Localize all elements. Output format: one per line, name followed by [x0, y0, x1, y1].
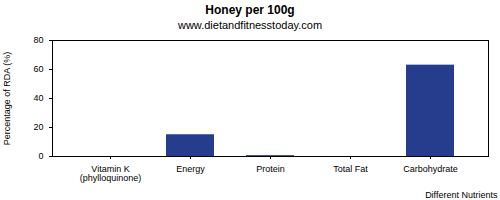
svg-text:Percentage of RDA (%): Percentage of RDA (%)	[2, 52, 12, 146]
svg-text:20: 20	[33, 122, 43, 132]
html-text:www.dietandfitnesstoday.com: www.dietandfitnesstoday.com	[178, 19, 322, 31]
svg-text:Different Nutrients: Different Nutrients	[425, 190, 498, 200]
svg-text:Vitamin K(phylloquinone): Vitamin K(phylloquinone)	[80, 164, 142, 183]
svg-text:Protein: Protein	[256, 164, 285, 174]
svg-text:80: 80	[33, 35, 43, 45]
svg-text:60: 60	[33, 64, 43, 74]
svg-text:Energy: Energy	[176, 164, 205, 174]
html-text:Honey per 100g: Honey per 100g	[205, 3, 295, 17]
svg-text:0: 0	[38, 151, 43, 161]
svg-text:Carbohydrate: Carbohydrate	[403, 164, 458, 174]
svg-text:40: 40	[33, 93, 43, 103]
svg-text:Total Fat: Total Fat	[333, 164, 368, 174]
